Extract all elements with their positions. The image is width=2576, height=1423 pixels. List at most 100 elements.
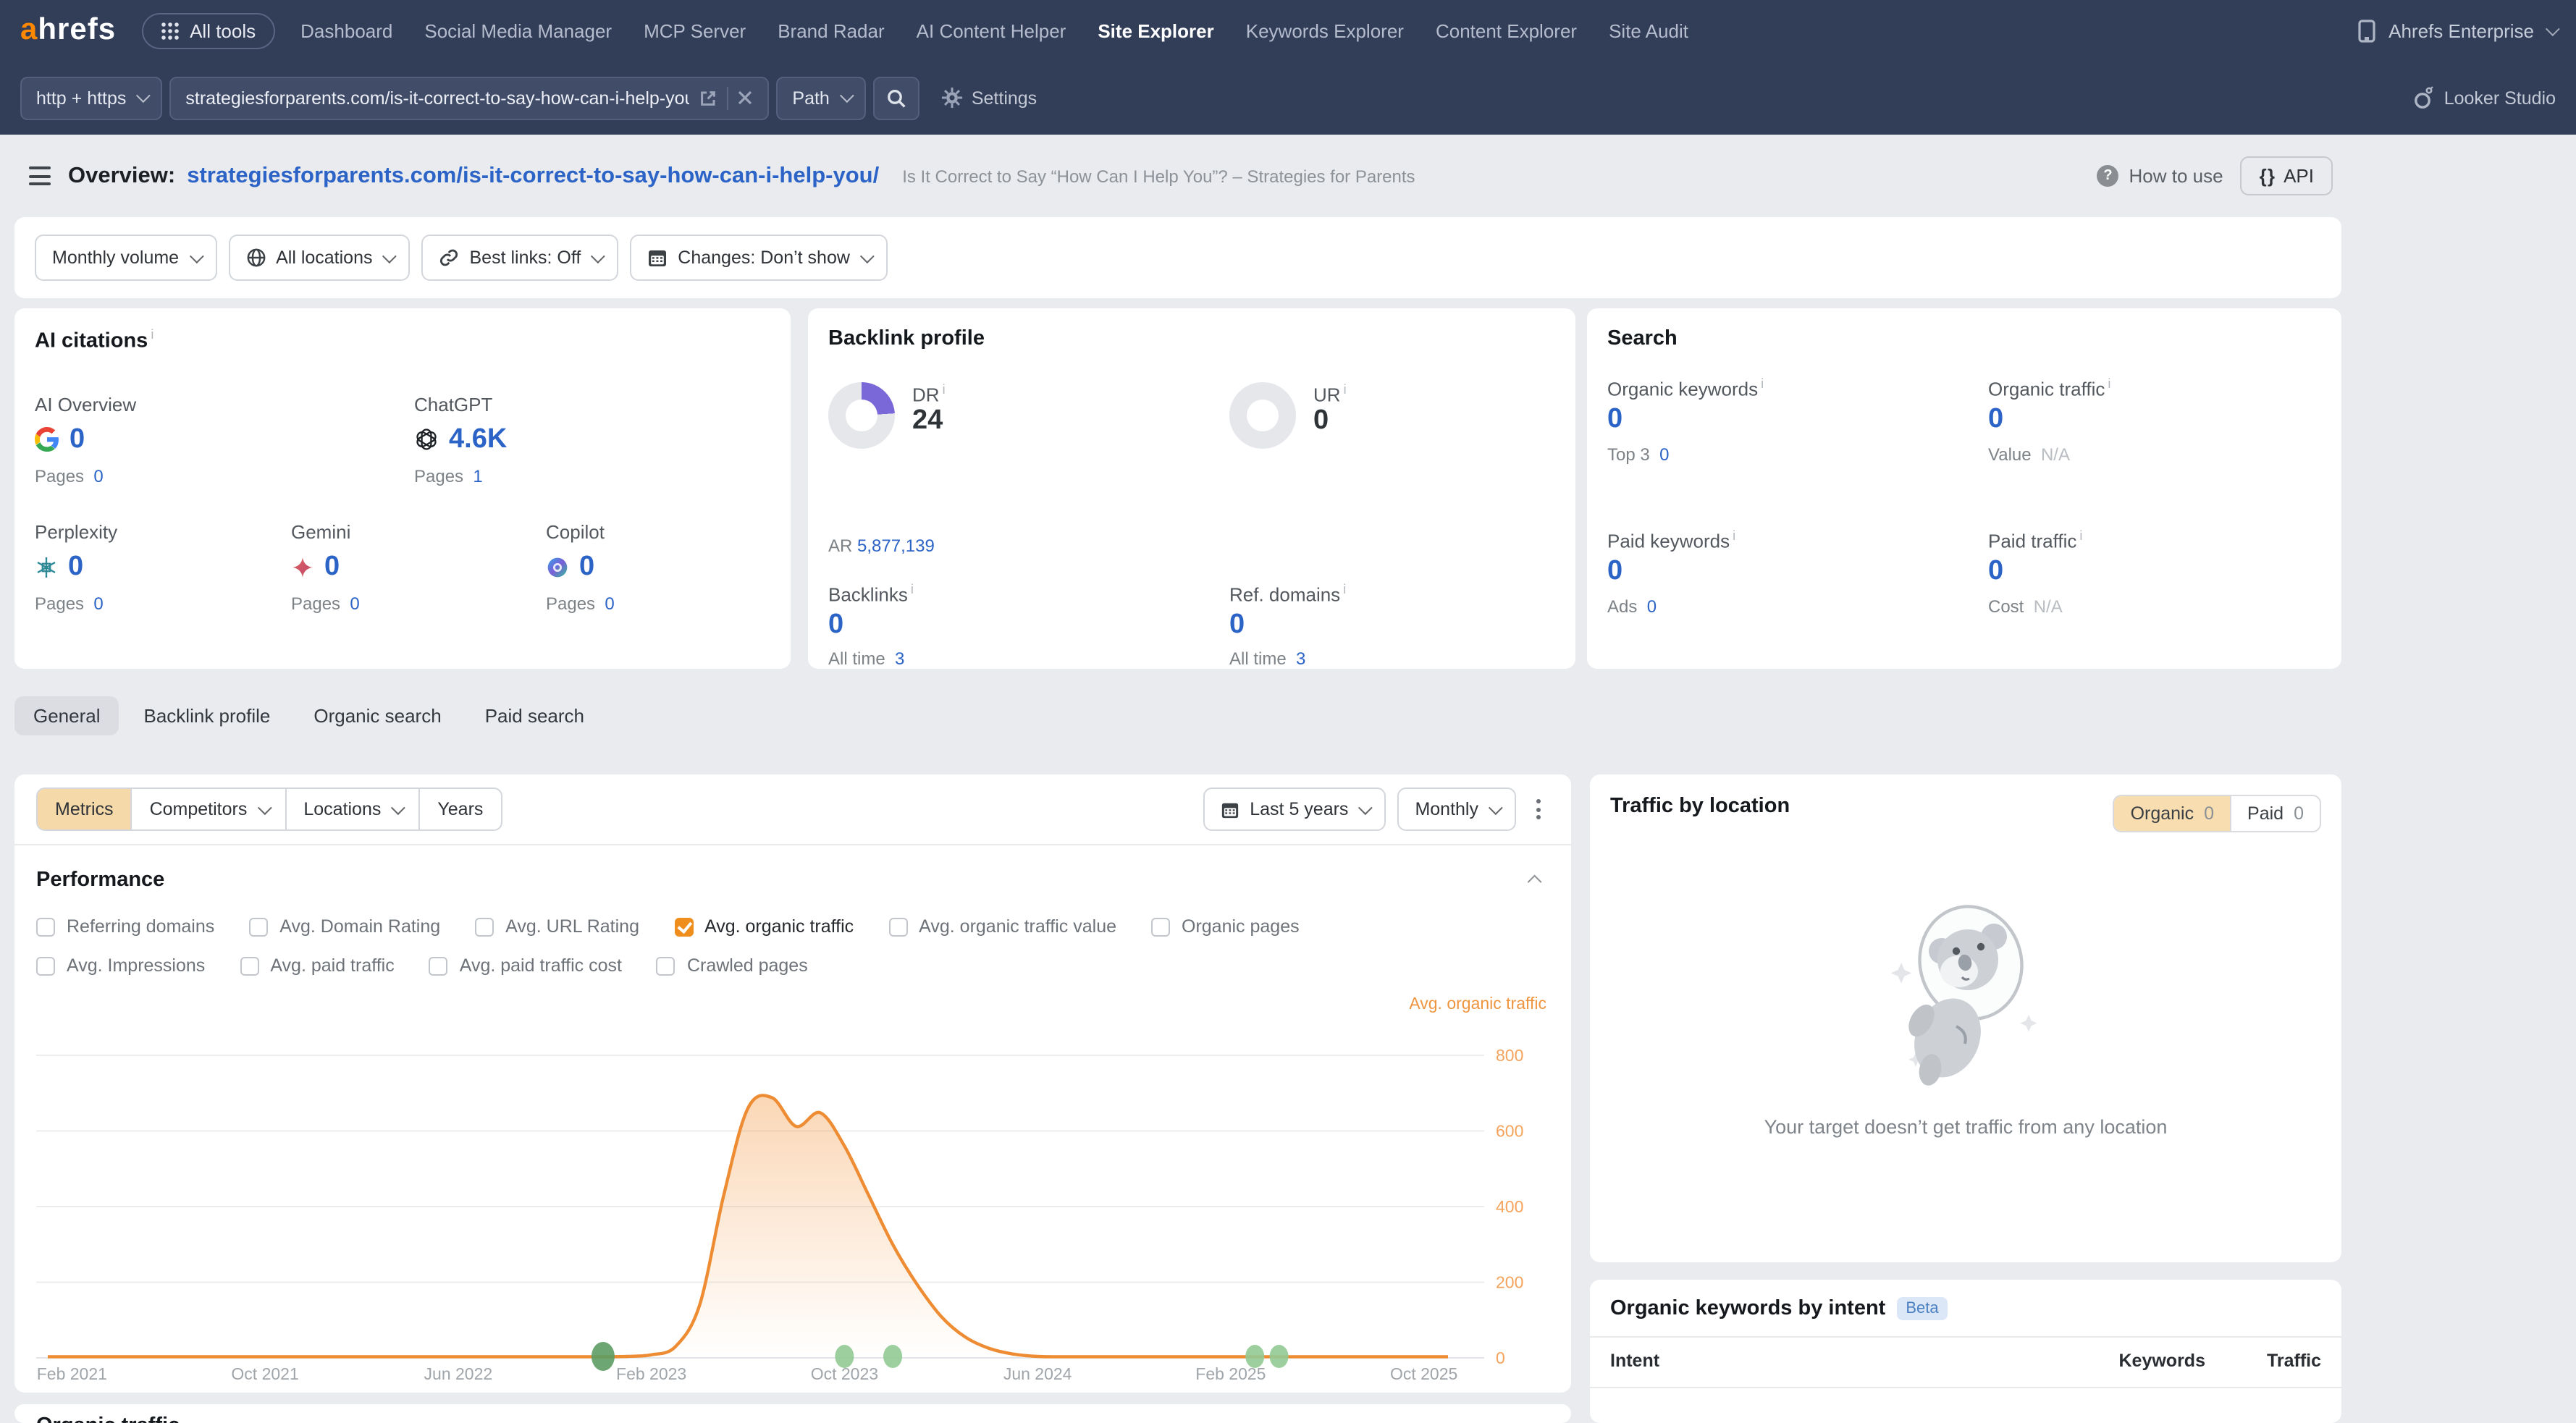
ai-citation-copilot: Copilot 0 Pages 0 — [546, 521, 615, 614]
ahrefs-logo[interactable]: ahrefs — [20, 13, 117, 46]
segment-label: Locations — [303, 799, 382, 819]
metric-checkbox-avg-paid-traffic-cost[interactable]: Avg. paid traffic cost — [429, 955, 622, 976]
organic-traffic-value[interactable]: 0 — [1988, 404, 2004, 435]
segment-years[interactable]: Years — [418, 789, 500, 829]
ai-source-label: Gemini — [291, 520, 351, 543]
metric-checkbox-avg-organic-traffic-value[interactable]: Avg. organic traffic value — [888, 916, 1116, 937]
nav-item-ai-content-helper[interactable]: AI Content Helper — [916, 20, 1066, 41]
checkbox-icon — [249, 917, 269, 936]
target-url-input[interactable]: strategiesforparents.com/is-it-correct-t… — [169, 76, 770, 119]
filter-button-0[interactable]: Monthly volume — [35, 235, 217, 281]
nav-item-social-media-manager[interactable]: Social Media Manager — [424, 20, 613, 41]
metric-checkbox-avg-organic-traffic[interactable]: Avg. organic traffic — [674, 916, 854, 937]
chevron-down-icon — [391, 800, 406, 815]
copilot-icon — [546, 556, 569, 579]
ai-citations-value[interactable]: 0 — [324, 551, 340, 582]
gear-icon — [941, 87, 963, 109]
checkbox-icon — [888, 917, 908, 936]
checkbox-icon — [240, 956, 259, 975]
external-link-icon[interactable] — [698, 88, 718, 108]
tab-paid-search[interactable]: Paid search — [484, 704, 584, 726]
toggle-organic[interactable]: Organic 0 — [2114, 796, 2231, 831]
ai-citations-value[interactable]: 0 — [579, 551, 595, 582]
metric-checkbox-referring-domains[interactable]: Referring domains — [36, 916, 214, 937]
empty-state-koala-illustration — [1890, 905, 2037, 1086]
account-menu[interactable]: Ahrefs Enterprise — [2355, 18, 2560, 43]
ai-source-label: ChatGPT — [414, 393, 493, 415]
metric-checkbox-avg-paid-traffic[interactable]: Avg. paid traffic — [240, 955, 395, 976]
checkbox-label: Avg. organic traffic value — [919, 916, 1116, 937]
nav-item-site-audit[interactable]: Site Audit — [1609, 20, 1688, 41]
checkbox-icon — [36, 956, 55, 975]
nav-item-site-explorer[interactable]: Site Explorer — [1098, 20, 1214, 41]
metric-checkboxes: Referring domains Avg. Domain Rating Avg. … — [36, 916, 1549, 976]
divider — [1590, 1387, 2341, 1388]
keywords-by-intent-panel: Organic keywords by intent Beta Intent K… — [1590, 1280, 2341, 1423]
nav-item-dashboard[interactable]: Dashboard — [300, 20, 393, 41]
nav-item-mcp-server[interactable]: MCP Server — [644, 20, 746, 41]
ahrefs-rank-value[interactable]: 5,877,139 — [857, 536, 935, 556]
organic-traffic-label: Organic traffic i — [1988, 376, 2111, 400]
protocol-select[interactable]: http + https — [20, 76, 163, 119]
ai-source-label: Perplexity — [35, 520, 118, 543]
tab-organic-search[interactable]: Organic search — [313, 704, 442, 726]
nav-item-content-explorer[interactable]: Content Explorer — [1435, 20, 1578, 41]
mode-select[interactable]: Path — [776, 76, 866, 119]
granularity-button[interactable]: Monthly — [1397, 787, 1516, 831]
hamburger-menu-icon[interactable] — [29, 166, 51, 185]
ai-citations-value[interactable]: 4.6K — [449, 423, 508, 455]
search-panel: Search Organic keywords i 0 Top 3 0 Organ… — [1587, 308, 2341, 669]
metric-checkbox-avg-url-rating[interactable]: Avg. URL Rating — [475, 916, 639, 937]
top3-line: Top 3 0 — [1607, 444, 1670, 465]
clear-url-icon[interactable] — [737, 90, 753, 106]
checkbox-label: Avg. paid traffic — [270, 955, 395, 976]
metric-checkbox-organic-pages[interactable]: Organic pages — [1151, 916, 1300, 937]
nav-item-brand-radar[interactable]: Brand Radar — [778, 20, 885, 41]
settings-button[interactable]: Settings — [941, 87, 1037, 109]
organic-keywords-value[interactable]: 0 — [1607, 404, 1623, 435]
link-icon — [439, 248, 460, 268]
how-to-use-button[interactable]: ? How to use — [2097, 165, 2223, 187]
backlinks-value[interactable]: 0 — [828, 609, 844, 641]
paid-traffic-value[interactable]: 0 — [1988, 556, 2004, 587]
chevron-down-icon — [839, 88, 854, 104]
ai-pages-line: Pages 0 — [546, 593, 615, 614]
metric-checkbox-avg-domain-rating[interactable]: Avg. Domain Rating — [249, 916, 440, 937]
tab-general[interactable]: General — [14, 696, 119, 735]
ai-pages-line: Pages 1 — [414, 465, 483, 486]
date-range-button[interactable]: Last 5 years — [1203, 787, 1386, 831]
nav-item-keywords-explorer[interactable]: Keywords Explorer — [1245, 20, 1404, 41]
device-icon — [2355, 18, 2377, 43]
looker-studio-button[interactable]: Looker Studio — [2412, 85, 2556, 110]
ref-domains-value[interactable]: 0 — [1229, 609, 1245, 641]
toggle-paid[interactable]: Paid 0 — [2230, 796, 2320, 831]
ai-citations-value[interactable]: 0 — [70, 423, 85, 455]
checkbox-label: Crawled pages — [686, 955, 808, 976]
segment-competitors[interactable]: Competitors — [130, 789, 285, 829]
more-options-button[interactable] — [1528, 793, 1549, 825]
segment-metrics[interactable]: Metrics — [38, 789, 131, 829]
segment-label: Metrics — [55, 799, 114, 819]
paid-keywords-value[interactable]: 0 — [1607, 556, 1623, 587]
svg-text:Feb 2021: Feb 2021 — [37, 1364, 107, 1383]
ur-value: 0 — [1313, 405, 1329, 436]
metrics-segmented-control: Metrics Competitors Locations Years — [36, 787, 502, 831]
collapse-section-button[interactable] — [1522, 863, 1549, 898]
backlink-profile-title: Backlink profile — [828, 327, 985, 350]
metric-checkbox-avg-impressions[interactable]: Avg. Impressions — [36, 955, 205, 976]
filter-button-3[interactable]: Changes: Don’t show — [630, 235, 888, 281]
filter-button-1[interactable]: All locations — [228, 235, 411, 281]
cost-line: Cost N/A — [1988, 596, 2063, 617]
target-url-link[interactable]: strategiesforparents.com/is-it-correct-t… — [187, 163, 880, 187]
search-button[interactable] — [872, 76, 919, 119]
search-title: Search — [1607, 327, 1678, 350]
all-tools-button[interactable]: All tools — [142, 12, 275, 48]
metric-checkbox-crawled-pages[interactable]: Crawled pages — [656, 955, 808, 976]
ai-citations-value[interactable]: 0 — [68, 551, 84, 582]
tab-backlink-profile[interactable]: Backlink profile — [143, 704, 271, 726]
filter-bar: Monthly volume All locations Best links: O… — [14, 217, 2341, 298]
api-button[interactable]: { } API — [2240, 156, 2333, 195]
filter-button-2[interactable]: Best links: Off — [421, 235, 619, 281]
segment-locations[interactable]: Locations — [285, 789, 418, 829]
